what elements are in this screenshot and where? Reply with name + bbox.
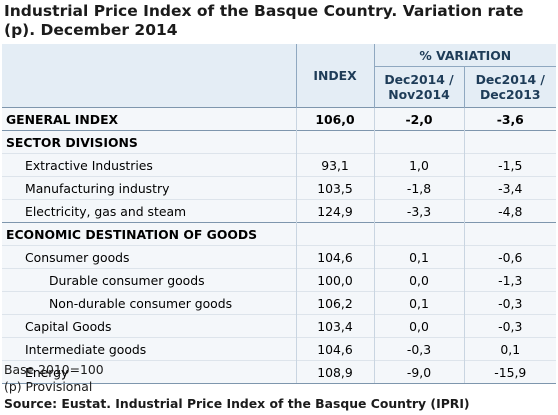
row-var-month: 1,0 <box>373 153 464 177</box>
row-label: Consumer goods <box>2 245 296 269</box>
table-row: Electricity, gas and steam 124,9 -3,3 -4… <box>2 199 556 223</box>
provisional-note: (p) Provisional <box>4 379 93 394</box>
row-index: 93,1 <box>295 153 374 177</box>
row-label: GENERAL INDEX <box>2 107 296 131</box>
row-index: 108,9 <box>295 360 374 384</box>
table-row: ECONOMIC DESTINATION OF GOODS <box>2 222 556 246</box>
row-var-month: -9,0 <box>373 360 464 384</box>
row-label: Capital Goods <box>2 314 296 338</box>
row-var-year: 0,1 <box>463 337 556 361</box>
row-var-year: -3,6 <box>463 107 556 131</box>
table-row: Non-durable consumer goods 106,2 0,1 -0,… <box>2 291 556 315</box>
row-label: Extractive Industries <box>2 153 296 177</box>
row-var-month: 0,1 <box>373 291 464 315</box>
row-var-year <box>463 130 556 154</box>
header-dec-dec: Dec2014 /Dec2013 <box>463 66 556 108</box>
row-var-month <box>373 222 464 246</box>
row-var-month: -3,3 <box>373 199 464 223</box>
row-label: SECTOR DIVISIONS <box>2 130 296 154</box>
row-var-month <box>373 130 464 154</box>
row-label: Manufacturing industry <box>2 176 296 200</box>
header-dec-nov: Dec2014 /Nov2014 <box>373 66 464 108</box>
row-index: 106,2 <box>295 291 374 315</box>
row-var-year: -4,8 <box>463 199 556 223</box>
header-index: INDEX <box>295 44 374 108</box>
row-var-month: 0,0 <box>373 268 464 292</box>
row-var-year: -15,9 <box>463 360 556 384</box>
row-var-year <box>463 222 556 246</box>
row-index: 103,4 <box>295 314 374 338</box>
row-label: Durable consumer goods <box>2 268 296 292</box>
table-row: SECTOR DIVISIONS <box>2 130 556 154</box>
page-title: Industrial Price Index of the Basque Cou… <box>4 2 524 39</box>
row-index <box>295 130 374 154</box>
row-index: 100,0 <box>295 268 374 292</box>
table-row: Extractive Industries 93,1 1,0 -1,5 <box>2 153 556 177</box>
row-var-month: -1,8 <box>373 176 464 200</box>
table-row: Intermediate goods 104,6 -0,3 0,1 <box>2 337 556 361</box>
row-var-month: 0,0 <box>373 314 464 338</box>
base-note: Base 2010=100 <box>4 362 104 377</box>
header-blank <box>2 44 296 108</box>
row-label: Energy <box>2 360 296 384</box>
row-label: Electricity, gas and steam <box>2 199 296 223</box>
row-label: ECONOMIC DESTINATION OF GOODS <box>2 222 296 246</box>
table-row: GENERAL INDEX 106,0 -2,0 -3,6 <box>2 107 556 131</box>
source-note: Source: Eustat. Industrial Price Index o… <box>4 396 470 411</box>
row-label: Intermediate goods <box>2 337 296 361</box>
table-row: Manufacturing industry 103,5 -1,8 -3,4 <box>2 176 556 200</box>
row-label: Non-durable consumer goods <box>2 291 296 315</box>
row-index: 104,6 <box>295 245 374 269</box>
table-row: Energy 108,9 -9,0 -15,9 <box>2 360 556 384</box>
row-index: 103,5 <box>295 176 374 200</box>
row-index: 124,9 <box>295 199 374 223</box>
table-row: Consumer goods 104,6 0,1 -0,6 <box>2 245 556 269</box>
row-var-year: -0,3 <box>463 291 556 315</box>
row-var-month: -2,0 <box>373 107 464 131</box>
header-variation: % VARIATION <box>373 44 556 67</box>
row-index <box>295 222 374 246</box>
row-var-year: -0,3 <box>463 314 556 338</box>
row-var-year: -1,5 <box>463 153 556 177</box>
table-row: Durable consumer goods 100,0 0,0 -1,3 <box>2 268 556 292</box>
row-var-year: -3,4 <box>463 176 556 200</box>
row-var-year: -0,6 <box>463 245 556 269</box>
row-index: 104,6 <box>295 337 374 361</box>
table-row: Capital Goods 103,4 0,0 -0,3 <box>2 314 556 338</box>
price-index-table: INDEX % VARIATION Dec2014 /Nov2014 Dec20… <box>2 44 556 384</box>
row-index: 106,0 <box>295 107 374 131</box>
row-var-year: -1,3 <box>463 268 556 292</box>
row-var-month: 0,1 <box>373 245 464 269</box>
row-var-month: -0,3 <box>373 337 464 361</box>
